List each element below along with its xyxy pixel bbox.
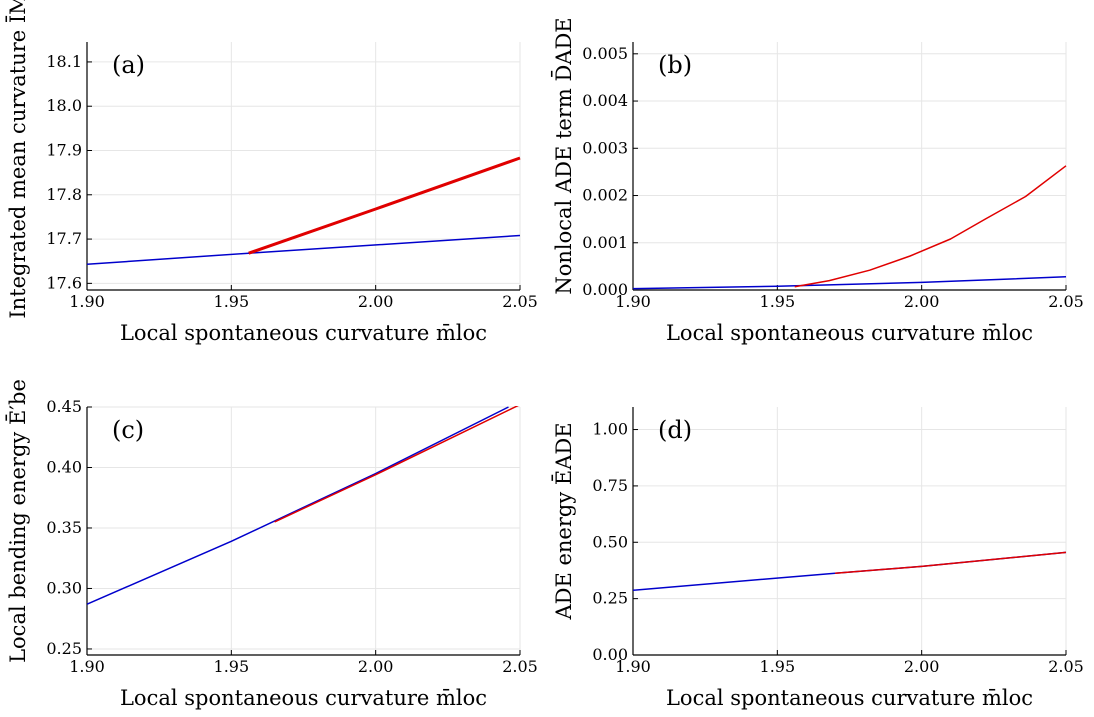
y-tick-label: 18.1 bbox=[46, 52, 82, 71]
series-line-1 bbox=[87, 406, 509, 605]
x-tick-label: 1.95 bbox=[760, 657, 796, 676]
y-tick-label: 0.40 bbox=[46, 457, 82, 476]
y-tick-label: 0.00 bbox=[592, 645, 628, 664]
x-axis-title: Local spontaneous curvature m̄loc bbox=[666, 686, 1033, 710]
y-axis-title: Local bending energy Ē′be bbox=[6, 379, 30, 663]
x-axis-title: Local spontaneous curvature m̄loc bbox=[120, 686, 487, 710]
x-tick-label: 1.90 bbox=[69, 292, 105, 311]
y-tick-label: 0.35 bbox=[46, 518, 82, 537]
x-tick-label: 1.95 bbox=[214, 292, 250, 311]
chart-panel-2: 1.90 1.95 2.00 2.05 0.000 0.001 0.002 0.003 0.00… bbox=[551, 17, 1084, 345]
chart-panel-1: 1.90 1.95 2.00 2.05 17.6 17.7 17.8 17.9 18.0 18.1… bbox=[6, 0, 538, 345]
series-line-2 bbox=[835, 551, 1067, 574]
y-tick-label: 0.50 bbox=[592, 532, 628, 551]
x-tick-label: 2.05 bbox=[502, 657, 538, 676]
y-tick-label: 0.001 bbox=[582, 233, 628, 252]
x-tick-label: 2.05 bbox=[502, 292, 538, 311]
y-tick-label: 17.7 bbox=[46, 229, 82, 248]
y-tick-label: 17.8 bbox=[46, 185, 82, 204]
x-tick-label: 2.05 bbox=[1048, 657, 1084, 676]
x-tick-label: 2.00 bbox=[904, 292, 940, 311]
y-tick-label: 17.9 bbox=[46, 141, 82, 160]
x-tick-label: 1.90 bbox=[615, 657, 651, 676]
y-tick-label: 0.002 bbox=[582, 186, 628, 205]
x-tick-label: 1.90 bbox=[69, 657, 105, 676]
series-line-2 bbox=[274, 406, 519, 523]
series-line-2 bbox=[794, 165, 1067, 288]
x-tick-label: 2.00 bbox=[358, 292, 394, 311]
panel-label: (a) bbox=[112, 51, 145, 79]
y-tick-label: 0.000 bbox=[582, 280, 628, 299]
y-tick-label: 0.75 bbox=[592, 476, 628, 495]
series-line-1 bbox=[87, 234, 521, 266]
y-tick-label: 0.25 bbox=[46, 639, 82, 658]
panel-label: (d) bbox=[658, 416, 692, 444]
series-line-1 bbox=[633, 276, 1067, 290]
series-line-2 bbox=[248, 156, 521, 255]
chart-panel-3: 1.90 1.95 2.00 2.05 0.25 0.30 0.35 0.40 0.45 (c) L… bbox=[6, 379, 538, 710]
y-axis-title: ADE energy ĒADE bbox=[552, 422, 576, 620]
x-tick-label: 1.95 bbox=[214, 657, 250, 676]
y-axis-title: Integrated mean curvature ĪM bbox=[6, 0, 30, 319]
y-tick-label: 0.45 bbox=[46, 397, 82, 416]
y-tick-label: 0.30 bbox=[46, 578, 82, 597]
y-tick-label: 17.6 bbox=[46, 273, 82, 292]
y-tick-label: 1.00 bbox=[592, 420, 628, 439]
y-tick-label: 0.005 bbox=[582, 44, 628, 63]
x-tick-label: 2.05 bbox=[1048, 292, 1084, 311]
panel-label: (c) bbox=[112, 416, 144, 444]
y-tick-label: 0.004 bbox=[582, 91, 628, 110]
x-tick-label: 1.95 bbox=[760, 292, 796, 311]
x-axis-title: Local spontaneous curvature m̄loc bbox=[120, 321, 487, 345]
y-axis-title: Nonlocal ADE term D̄ADE bbox=[551, 17, 576, 294]
y-tick-label: 0.003 bbox=[582, 138, 628, 157]
x-tick-label: 2.00 bbox=[358, 657, 394, 676]
panel-label: (b) bbox=[658, 51, 692, 79]
x-axis-title: Local spontaneous curvature m̄loc bbox=[666, 321, 1033, 345]
x-tick-label: 1.90 bbox=[615, 292, 651, 311]
y-tick-label: 18.0 bbox=[46, 96, 82, 115]
y-tick-label: 0.25 bbox=[592, 589, 628, 608]
chart-panel-4: 1.90 1.95 2.00 2.05 0.00 0.25 0.50 0.75 1.00 (d) L… bbox=[552, 407, 1084, 710]
x-tick-label: 2.00 bbox=[904, 657, 940, 676]
